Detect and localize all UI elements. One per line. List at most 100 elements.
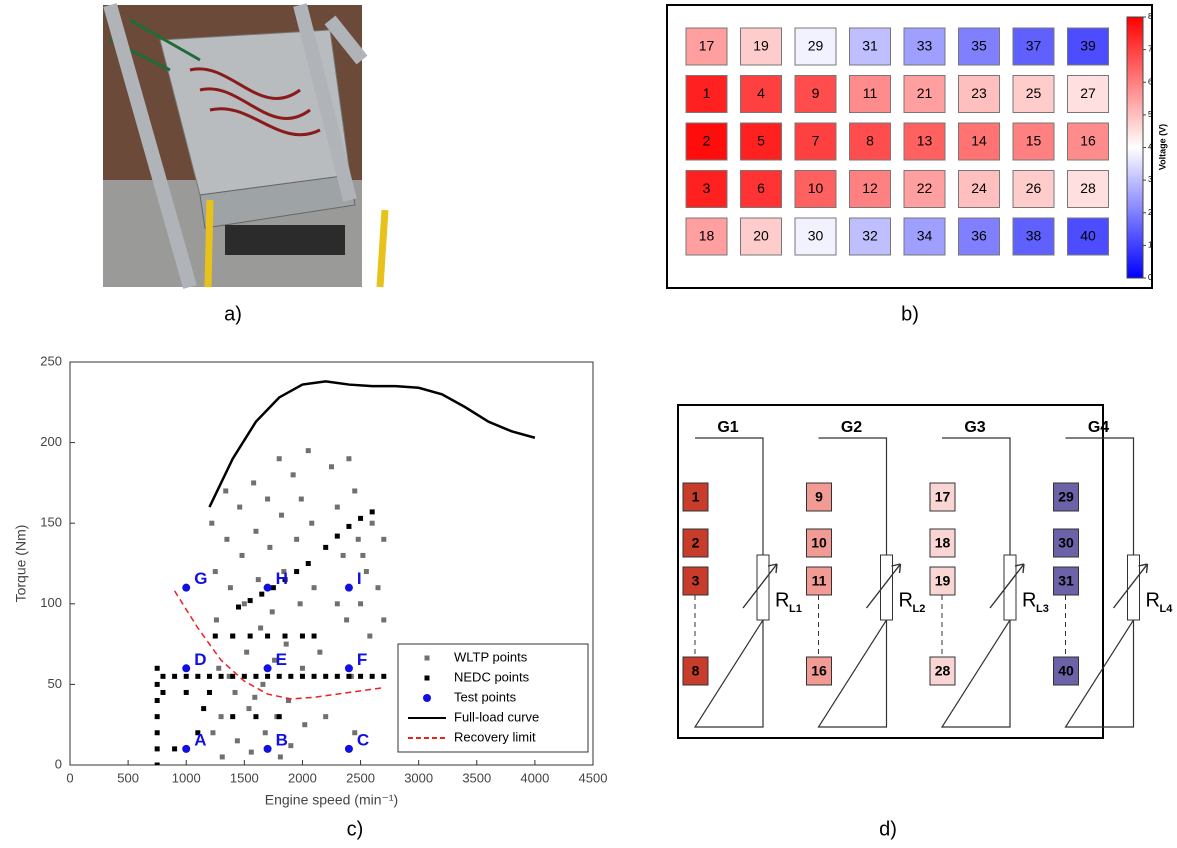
- legend-symbol: [423, 694, 431, 702]
- data-point: [282, 633, 288, 639]
- heatmap-cell: [794, 122, 837, 161]
- cell-label: 25: [1026, 85, 1042, 101]
- cell-label: 16: [811, 663, 827, 679]
- data-point: [236, 604, 242, 610]
- data-point: [247, 598, 253, 604]
- resistor-label: R: [775, 589, 789, 611]
- cell-label: 28: [935, 663, 951, 679]
- x-tick-label: 1500: [230, 770, 259, 785]
- resistor: [880, 554, 893, 621]
- test-point: [344, 744, 353, 753]
- x-tick-label: 4000: [520, 770, 549, 785]
- resistor-subscript: L2: [913, 603, 926, 615]
- heatmap-cell: [1012, 170, 1055, 208]
- colorbar-tick-label: 7: [1148, 45, 1153, 54]
- data-point: [213, 617, 219, 623]
- data-point: [252, 694, 258, 700]
- heatmap-cell: [1012, 27, 1055, 66]
- data-point: [294, 569, 300, 575]
- data-point: [270, 585, 276, 591]
- test-point: [344, 583, 353, 592]
- data-point: [329, 464, 334, 470]
- cell-label: 18: [935, 535, 951, 551]
- heatmap-cell: [1012, 75, 1055, 113]
- cell-label: 3: [703, 180, 711, 196]
- resistor-label: R: [1022, 589, 1036, 611]
- group-label: G2: [841, 419, 862, 436]
- data-point: [218, 714, 224, 720]
- data-point: [241, 601, 247, 607]
- cell-label: 8: [866, 133, 874, 149]
- cell-label: 34: [917, 228, 933, 244]
- data-point: [201, 706, 207, 712]
- legend-label: Recovery limit: [454, 729, 536, 744]
- data-point: [352, 488, 358, 494]
- cell: [1053, 566, 1079, 596]
- data-point: [352, 730, 358, 736]
- data-point: [251, 480, 257, 486]
- heatmap-cell: [1067, 27, 1109, 66]
- y-tick-label: 50: [48, 676, 62, 691]
- data-point: [260, 681, 266, 687]
- resistor-subscript: L3: [1036, 603, 1049, 615]
- data-point: [210, 730, 216, 736]
- data-point: [230, 633, 236, 639]
- resistor: [756, 554, 770, 621]
- data-point: [290, 472, 296, 478]
- heatmap-cell: [794, 217, 837, 256]
- cell-label: 13: [917, 133, 933, 149]
- data-point: [281, 569, 287, 575]
- legend-label: WLTP points: [454, 649, 528, 664]
- data-point: [323, 544, 329, 550]
- data-point: [360, 552, 366, 558]
- colorbar-tick-label: 4: [1148, 143, 1153, 152]
- data-point: [311, 673, 317, 679]
- test-point: [182, 744, 191, 753]
- cell-label: 32: [862, 228, 878, 244]
- data-point: [277, 754, 283, 760]
- y-tick-label: 150: [40, 515, 62, 530]
- data-point: [206, 673, 212, 679]
- data-point: [299, 673, 305, 679]
- point-label: E: [276, 650, 287, 669]
- cell-label: 1: [703, 85, 711, 101]
- data-point: [262, 730, 268, 736]
- data-point: [224, 536, 230, 542]
- colorbar-tick-label: 3: [1148, 175, 1153, 184]
- data-point: [363, 569, 369, 575]
- x-tick-label: 4500: [579, 770, 608, 785]
- colorbar-tick-label: 5: [1148, 110, 1153, 119]
- data-point: [223, 488, 229, 494]
- data-point: [241, 673, 247, 679]
- wire: [940, 437, 1011, 728]
- heatmap-cell: [849, 75, 891, 113]
- cell-label: 19: [935, 573, 951, 589]
- data-point: [309, 520, 315, 526]
- data-point: [369, 673, 375, 679]
- point-label: G: [194, 569, 207, 588]
- data-point: [160, 689, 166, 695]
- data-point: [248, 749, 254, 755]
- caption: c): [347, 818, 364, 840]
- cell-label: 10: [811, 535, 827, 551]
- cell: [806, 566, 832, 596]
- data-point: [209, 520, 215, 526]
- data-point: [375, 585, 381, 591]
- cell-label: 30: [1058, 535, 1074, 551]
- data-point: [276, 456, 282, 462]
- cell-label: 22: [917, 180, 933, 196]
- legend-label: Test points: [454, 689, 517, 704]
- y-tick-label: 250: [40, 353, 62, 368]
- cell: [682, 566, 709, 596]
- cell-label: 28: [1080, 180, 1096, 196]
- data-point: [279, 512, 285, 518]
- heatmap-cell: [849, 217, 891, 256]
- x-tick-label: 2500: [346, 770, 375, 785]
- data-point: [294, 536, 300, 542]
- cell-label: 23: [971, 85, 987, 101]
- data-point: [244, 649, 250, 655]
- y-tick-label: 0: [55, 756, 62, 771]
- heatmap-cell: [685, 170, 728, 208]
- data-point: [195, 730, 201, 736]
